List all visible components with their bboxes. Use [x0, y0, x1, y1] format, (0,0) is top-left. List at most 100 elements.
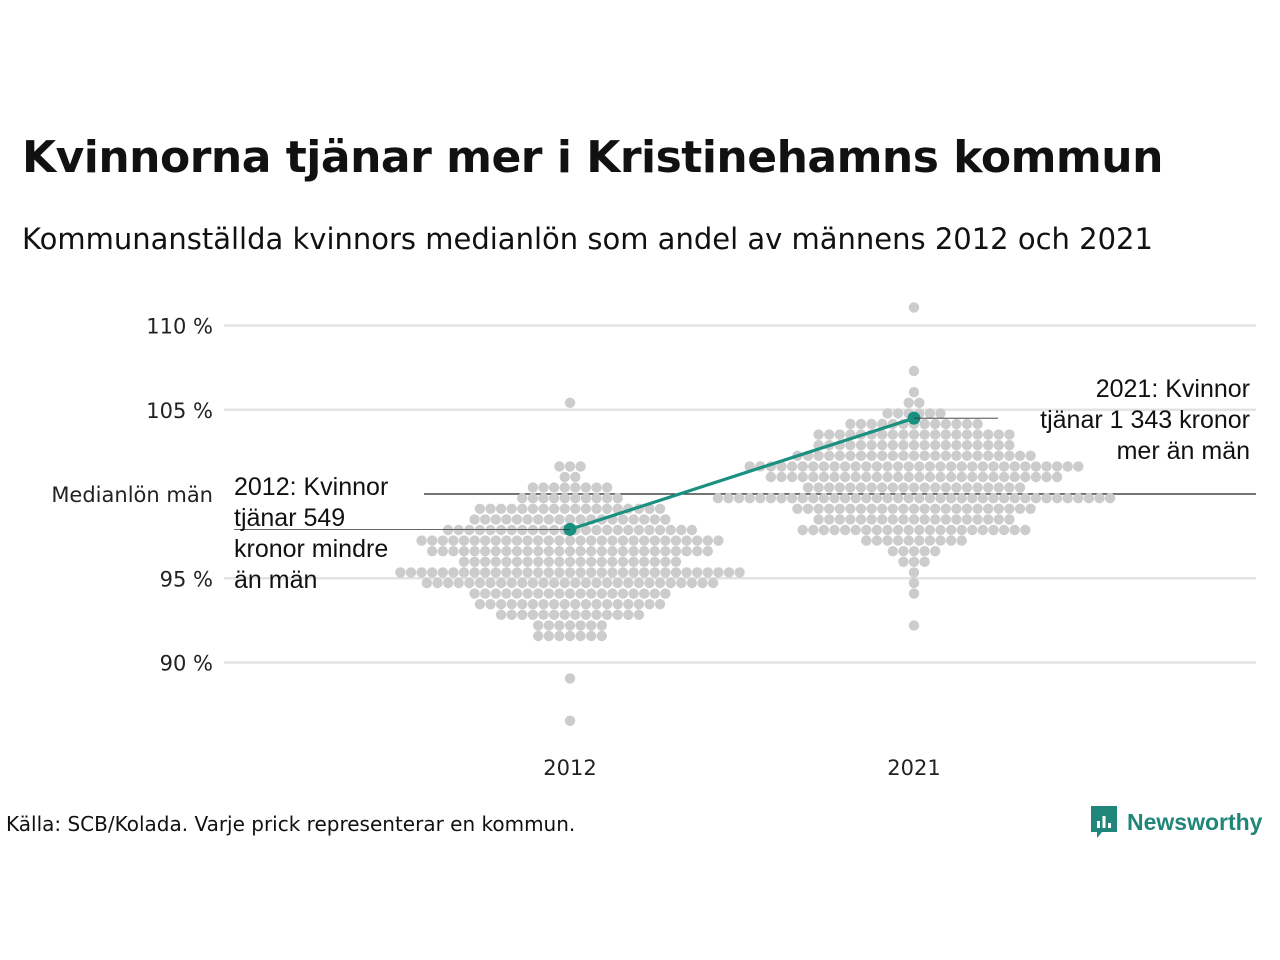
- municipality-dot: [607, 588, 618, 599]
- municipality-dot: [945, 524, 957, 536]
- municipality-dot: [945, 535, 957, 546]
- municipality-dot: [839, 493, 851, 504]
- municipality-dot: [877, 429, 888, 440]
- municipality-dot: [956, 493, 967, 504]
- municipality-dot: [940, 440, 951, 451]
- municipality-dot: [548, 503, 560, 514]
- municipality-dot: [586, 556, 597, 567]
- municipality-dot: [649, 556, 660, 567]
- municipality-dot: [871, 524, 883, 536]
- municipality-dot: [633, 524, 645, 536]
- municipality-dot: [855, 482, 867, 493]
- municipality-dot: [845, 503, 856, 514]
- municipality-dot: [490, 535, 501, 546]
- municipality-dot: [405, 567, 417, 578]
- municipality-dot: [1041, 461, 1052, 472]
- municipality-dot: [877, 514, 888, 525]
- municipality-dot: [802, 482, 814, 493]
- municipality-dot: [808, 524, 819, 536]
- municipality-dot: [639, 588, 650, 599]
- municipality-dot: [469, 535, 480, 546]
- municipality-dot: [660, 588, 671, 599]
- municipality-dot: [983, 514, 994, 525]
- municipality-dot: [480, 556, 491, 567]
- municipality-dot: [850, 461, 861, 472]
- highlight-line: [569, 416, 915, 531]
- municipality-dot: [930, 503, 941, 514]
- municipality-dot: [908, 546, 920, 557]
- municipality-dot: [919, 514, 930, 525]
- municipality-dot: [517, 493, 528, 504]
- municipality-dot: [935, 408, 946, 419]
- municipality-dot: [617, 567, 629, 578]
- municipality-dot: [575, 461, 586, 472]
- municipality-dot: [559, 482, 570, 493]
- municipality-dot: [517, 503, 528, 514]
- municipality-dot: [464, 577, 475, 589]
- municipality-dot: [924, 471, 936, 483]
- municipality-dot: [564, 673, 576, 684]
- municipality-dot: [644, 524, 655, 536]
- municipality-dot: [935, 471, 946, 483]
- municipality-dot: [1094, 493, 1105, 504]
- municipality-dot: [432, 577, 443, 589]
- municipality-dot: [961, 429, 973, 440]
- municipality-dot: [458, 556, 470, 567]
- municipality-dot: [506, 577, 517, 589]
- annotation-2012: 2012: Kvinnor tjänar 549 kronor mindre än m…: [234, 473, 388, 594]
- municipality-dot: [765, 493, 777, 504]
- municipality-dot: [824, 482, 835, 493]
- municipality-dot: [776, 471, 787, 483]
- municipality-dot: [548, 609, 560, 620]
- municipality-dot: [908, 440, 920, 451]
- municipality-dot: [607, 535, 618, 546]
- municipality-dot: [940, 503, 951, 514]
- municipality-dot: [649, 535, 660, 546]
- municipality-dot: [818, 524, 830, 536]
- municipality-dot: [469, 588, 480, 599]
- municipality-dot: [527, 493, 539, 504]
- municipality-dot: [1104, 493, 1116, 504]
- municipality-dot: [490, 567, 501, 578]
- municipality-dot: [533, 588, 544, 599]
- municipality-dot: [575, 567, 586, 578]
- municipality-dot: [1020, 524, 1031, 536]
- municipality-dot: [850, 471, 861, 483]
- municipality-dot: [977, 461, 989, 472]
- municipality-dot: [416, 567, 427, 578]
- municipality-dot: [930, 429, 941, 440]
- municipality-dot: [601, 503, 613, 514]
- municipality-dot: [670, 556, 682, 567]
- municipality-dot: [607, 567, 618, 578]
- municipality-dot: [866, 482, 877, 493]
- municipality-dot: [1004, 503, 1015, 514]
- municipality-dot: [522, 546, 533, 557]
- municipality-dot: [866, 514, 877, 525]
- municipality-dot: [908, 482, 920, 493]
- municipality-dot: [596, 567, 607, 578]
- municipality-dot: [554, 461, 565, 472]
- municipality-dot: [485, 524, 496, 536]
- municipality-dot: [930, 440, 941, 451]
- municipality-dot: [930, 514, 941, 525]
- municipality-dot: [474, 577, 486, 589]
- municipality-dot: [612, 493, 623, 504]
- municipality-dot: [538, 577, 549, 589]
- municipality-dot: [983, 503, 994, 514]
- municipality-dot: [601, 599, 613, 610]
- municipality-dot: [559, 493, 570, 504]
- municipality-dot: [591, 493, 602, 504]
- chart-title: Kvinnorna tjänar mer i Kristinehamns kom…: [22, 132, 1163, 183]
- municipality-dot: [940, 450, 951, 461]
- municipality-dot: [480, 567, 491, 578]
- municipality-dot: [660, 556, 671, 567]
- municipality-dot: [427, 546, 438, 557]
- axis-labels: 90 % 95 % 105 % 110 % Medianlön män 2012 2021: [51, 315, 940, 781]
- municipality-dot: [448, 535, 459, 546]
- municipality-dot: [961, 440, 973, 451]
- municipality-dot: [633, 599, 645, 610]
- municipality-dot: [930, 418, 941, 430]
- municipality-dot: [829, 471, 840, 483]
- municipality-dot: [527, 503, 539, 514]
- municipality-dot: [824, 514, 835, 525]
